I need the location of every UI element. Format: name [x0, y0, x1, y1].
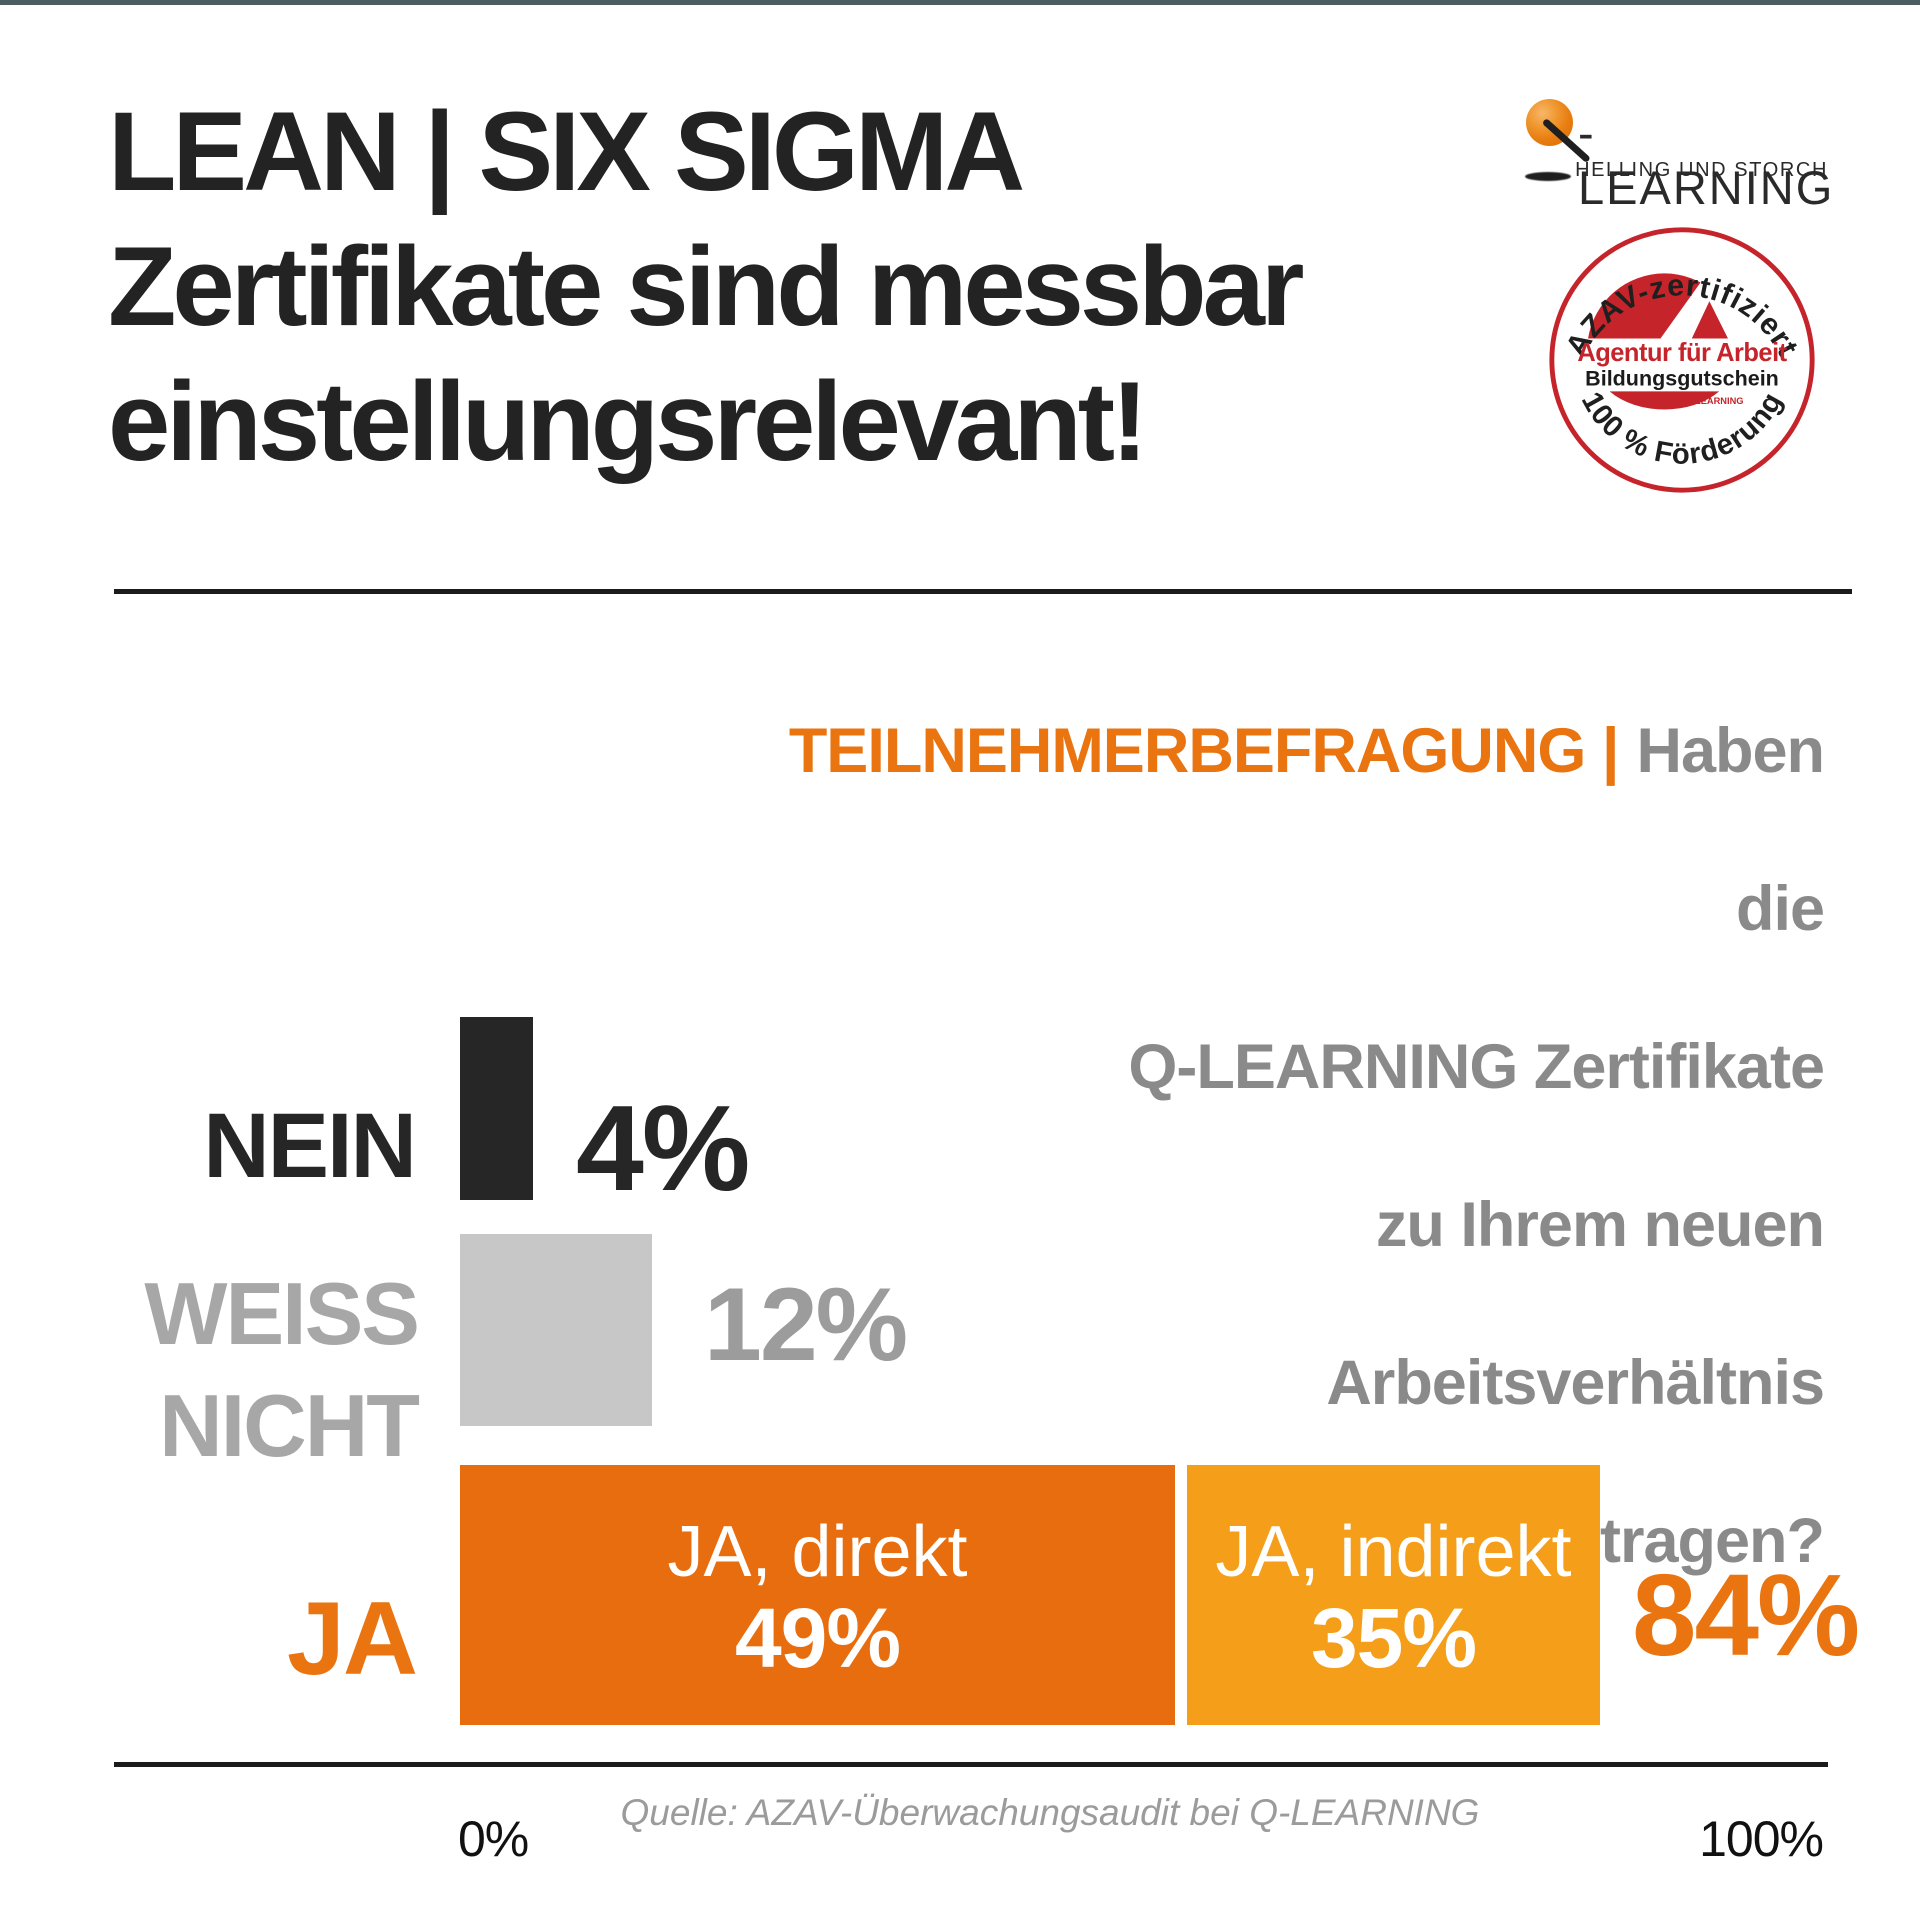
question-line-4: Arbeitsverhältnis [1326, 1348, 1825, 1418]
ja-indirekt-value: 35% [1310, 1591, 1477, 1685]
qlearning-shadow-icon [1525, 172, 1571, 181]
qlearning-wordmark: -LEARNING [1578, 106, 1835, 214]
question-highlight: TEILNEHMERBEFRAGUNG | [788, 716, 1620, 786]
category-label-nein: NEIN [203, 1095, 417, 1197]
bar-nein [460, 1017, 533, 1200]
ja-indirekt-label: JA, indirekt [1215, 1512, 1572, 1592]
badge-copyright-text: © Q-LEARNING [1675, 396, 1743, 406]
question-line-3: zu Ihrem neuen [1375, 1190, 1825, 1260]
question-line-1: TEILNEHMERBEFRAGUNG | Haben die [724, 672, 1825, 988]
bar-weiss-nicht [460, 1234, 652, 1426]
ja-direkt-label: JA, direkt [667, 1512, 968, 1592]
badge-inner-triangle [1691, 301, 1728, 339]
bar-ja-direkt: JA, direkt 49% [460, 1465, 1175, 1725]
question-line-2: Q-LEARNING Zertifikate [1128, 1032, 1825, 1102]
value-label-nein: 4% [576, 1080, 750, 1216]
category-label-ja: JA [287, 1581, 418, 1697]
qlearning-subtitle: HELLING UND STORCH [1575, 159, 1828, 181]
category-label-weiss-nicht: WEISS NICHT [144, 1264, 420, 1475]
value-label-ja-total: 84% [1632, 1550, 1860, 1680]
azav-badge: AZAV-zertifiziert Agentur für Arbeit Bil… [1545, 223, 1819, 497]
ja-direkt-value: 49% [734, 1591, 901, 1685]
title-line-1: LEAN | SIX SIGMA [108, 89, 1025, 214]
value-label-weiss-nicht: 12% [704, 1267, 908, 1383]
ja-indirekt-text: JA, indirekt 35% [1187, 1465, 1600, 1725]
axis-tick-100: 100% [1699, 1811, 1824, 1867]
axis-tick-0: 0% [458, 1811, 529, 1867]
x-axis-line [114, 1762, 1828, 1767]
top-accent-bar [0, 0, 1920, 5]
page-title: LEAN | SIX SIGMA Zertifikate sind messba… [108, 84, 1508, 489]
badge-bildungsgutschein-text: Bildungsgutschein [1585, 366, 1779, 390]
header-divider [114, 589, 1852, 594]
badge-mountain-shape [1660, 266, 1753, 339]
badge-agentur-text: Agentur für Arbeit [1577, 339, 1787, 367]
title-line-3: einstellungsrelevant! [108, 359, 1148, 484]
bar-ja-indirekt: JA, indirekt 35% [1187, 1465, 1600, 1725]
azav-badge-icon: AZAV-zertifiziert Agentur für Arbeit Bil… [1549, 227, 1815, 493]
ja-direkt-text: JA, direkt 49% [460, 1465, 1175, 1725]
badge-bottom-segment [1609, 391, 1720, 410]
title-line-2: Zertifikate sind messbar [108, 224, 1305, 349]
source-note: Quelle: AZAV-Überwachungsaudit bei Q-LEA… [620, 1792, 1480, 1833]
question-line-1-text: Haben die [1636, 716, 1825, 944]
